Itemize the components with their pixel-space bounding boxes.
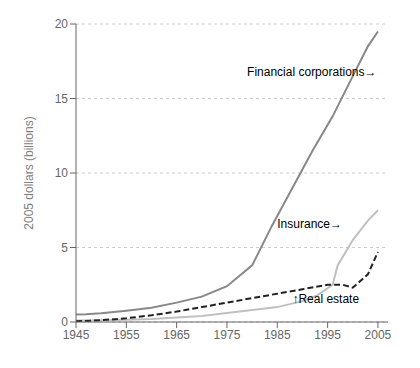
svg-text:1955: 1955 xyxy=(113,328,140,342)
svg-text:Financial corporations→: Financial corporations→ xyxy=(247,65,376,79)
svg-text:1945: 1945 xyxy=(63,328,90,342)
svg-text:5: 5 xyxy=(61,241,68,255)
svg-text:1985: 1985 xyxy=(264,328,291,342)
svg-text:0: 0 xyxy=(61,315,68,329)
svg-text:1995: 1995 xyxy=(314,328,341,342)
svg-text:15: 15 xyxy=(55,92,69,106)
svg-text:1975: 1975 xyxy=(214,328,241,342)
svg-text:10: 10 xyxy=(55,166,69,180)
svg-text:2005 dollars (billions): 2005 dollars (billions) xyxy=(22,116,36,229)
svg-text:1965: 1965 xyxy=(163,328,190,342)
svg-text:20: 20 xyxy=(55,17,69,31)
svg-text:2005: 2005 xyxy=(365,328,392,342)
svg-text:↑Real estate: ↑Real estate xyxy=(292,292,359,306)
svg-text:Insurance→: Insurance→ xyxy=(277,217,342,231)
